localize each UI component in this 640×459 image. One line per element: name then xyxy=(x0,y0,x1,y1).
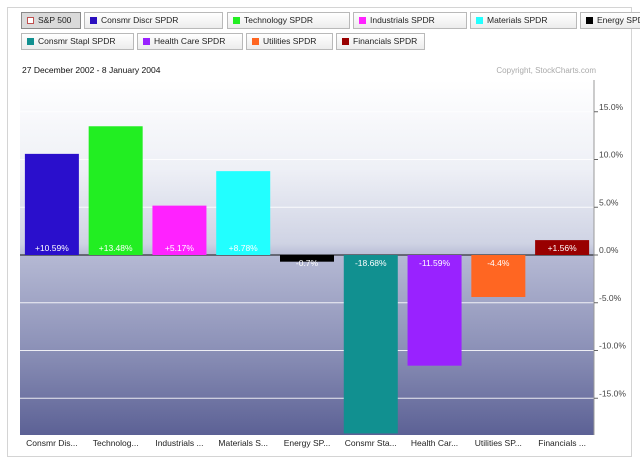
bar-value-label: +10.59% xyxy=(35,243,69,253)
x-tick-label: Industrials ... xyxy=(155,438,203,448)
legend-label: Financials SPDR xyxy=(353,36,418,46)
legend-swatch xyxy=(586,17,593,24)
legend-swatch xyxy=(143,38,150,45)
legend-label: Technology SPDR xyxy=(244,15,313,25)
y-tick-label: 0.0% xyxy=(599,245,619,255)
bar-4[interactable] xyxy=(216,171,271,255)
x-tick-label: Utilities SP... xyxy=(475,438,522,448)
legend-item-s-p-500[interactable]: S&P 500 xyxy=(21,12,81,29)
y-tick-label: 15.0% xyxy=(599,102,624,112)
legend-label: S&P 500 xyxy=(38,15,72,25)
legend-label: Energy SPDR xyxy=(597,15,640,25)
legend-swatch xyxy=(359,17,366,24)
legend-item-energy-spdr[interactable]: Energy SPDR xyxy=(580,12,640,29)
bar-value-label: +8.78% xyxy=(229,243,259,253)
legend: S&P 500 Consmr Discr SPDR Technology SPDR I… xyxy=(21,12,640,62)
legend-item-technology-spdr[interactable]: Technology SPDR xyxy=(227,12,350,29)
legend-item-consmr-discr-spdr[interactable]: Consmr Discr SPDR xyxy=(84,12,223,29)
legend-swatch xyxy=(252,38,259,45)
bar-value-label: -18.68% xyxy=(355,258,387,268)
legend-label: Industrials SPDR xyxy=(370,15,435,25)
y-tick-label: 5.0% xyxy=(599,197,619,207)
legend-item-consmr-stapl-spdr[interactable]: Consmr Stapl SPDR xyxy=(21,33,134,50)
y-tick-label: -5.0% xyxy=(599,293,622,303)
legend-item-industrials-spdr[interactable]: Industrials SPDR xyxy=(353,12,467,29)
bar-2[interactable] xyxy=(88,126,143,256)
legend-label: Consmr Stapl SPDR xyxy=(38,36,116,46)
bar-6[interactable] xyxy=(343,255,398,434)
legend-swatch xyxy=(476,17,483,24)
copyright: Copyright, StockCharts.com xyxy=(496,66,596,75)
legend-item-financials-spdr[interactable]: Financials SPDR xyxy=(336,33,425,50)
bar-8[interactable] xyxy=(471,255,526,298)
date-range: 27 December 2002 - 8 January 2004 xyxy=(22,65,161,75)
legend-label: Materials SPDR xyxy=(487,15,548,25)
legend-swatch xyxy=(27,38,34,45)
x-tick-label: Financials ... xyxy=(538,438,586,448)
legend-item-materials-spdr[interactable]: Materials SPDR xyxy=(470,12,577,29)
legend-label: Consmr Discr SPDR xyxy=(101,15,179,25)
bar-7[interactable] xyxy=(407,255,462,366)
legend-swatch xyxy=(342,38,349,45)
legend-swatch xyxy=(233,17,240,24)
bar-value-label: +5.17% xyxy=(165,243,195,253)
bar-9[interactable] xyxy=(535,240,590,255)
y-tick-label: -15.0% xyxy=(599,388,626,398)
x-tick-label: Technolog... xyxy=(93,438,139,448)
legend-swatch xyxy=(27,17,34,24)
y-tick-label: 10.0% xyxy=(599,150,624,160)
bar-5[interactable] xyxy=(280,255,334,262)
bar-value-label: -4.4% xyxy=(487,258,510,268)
y-tick-label: -10.0% xyxy=(599,341,626,351)
bar-3[interactable] xyxy=(152,205,207,255)
x-tick-label: Consmr Sta... xyxy=(345,438,397,448)
bar-value-label: -0.7% xyxy=(296,258,319,268)
legend-item-utilities-spdr[interactable]: Utilities SPDR xyxy=(246,33,333,50)
x-tick-label: Materials S... xyxy=(218,438,268,448)
x-tick-label: Consmr Dis... xyxy=(26,438,77,448)
bar-1[interactable] xyxy=(24,153,79,255)
legend-label: Health Care SPDR xyxy=(154,36,226,46)
bar-value-label: +13.48% xyxy=(99,243,133,253)
bar-value-label: -11.59% xyxy=(419,258,450,268)
legend-swatch xyxy=(90,17,97,24)
bar-value-label: +1.56% xyxy=(548,243,578,253)
x-tick-label: Energy SP... xyxy=(284,438,331,448)
legend-item-health-care-spdr[interactable]: Health Care SPDR xyxy=(137,33,243,50)
x-tick-label: Health Car... xyxy=(411,438,458,448)
legend-label: Utilities SPDR xyxy=(263,36,317,46)
